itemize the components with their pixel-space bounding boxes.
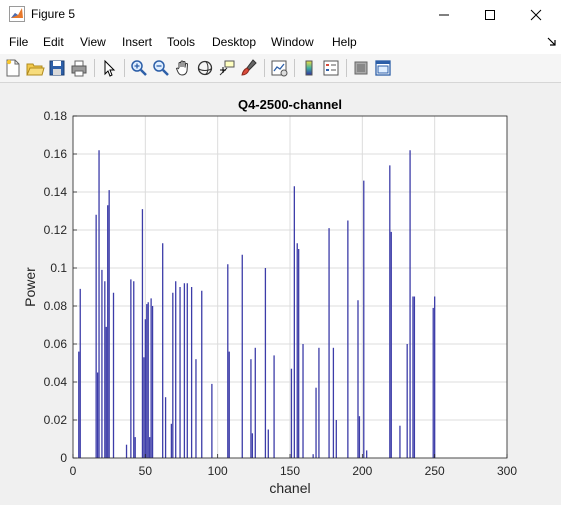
y-tick-label: 0.06 [44, 337, 68, 351]
y-tick-label: 0.14 [44, 185, 68, 199]
x-tick-label: 300 [497, 464, 517, 478]
bars [78, 150, 436, 458]
edit-plot-arrow-icon [104, 59, 116, 77]
maximize-icon [485, 9, 495, 20]
rotate-3d-icon [197, 60, 213, 76]
maximize-button[interactable] [467, 0, 513, 29]
close-icon [530, 9, 542, 20]
y-tick-label: 0.02 [44, 413, 68, 427]
dock-figure-icon[interactable] [547, 37, 557, 47]
show-plot-tools-icon [375, 60, 391, 76]
y-tick-label: 0.16 [44, 147, 68, 161]
print-icon [71, 60, 87, 77]
hide-plot-tools-button[interactable] [351, 58, 371, 78]
menu-bar: File Edit View Insert Tools Desktop Wind… [0, 29, 561, 54]
legend-button[interactable] [321, 58, 341, 78]
y-tick-label: 0 [60, 451, 67, 465]
print-button[interactable] [69, 58, 89, 78]
close-button[interactable] [513, 0, 559, 29]
menu-help[interactable]: Help [332, 35, 357, 49]
x-tick-label: 50 [139, 464, 153, 478]
rotate-3d-button[interactable] [195, 58, 215, 78]
y-tick-label: 0.18 [44, 109, 68, 123]
pan-hand-button[interactable] [173, 58, 193, 78]
zoom-in-icon [131, 60, 147, 76]
menu-edit[interactable]: Edit [43, 35, 64, 49]
menu-view[interactable]: View [80, 35, 106, 49]
toolbar-separator [264, 59, 265, 77]
zoom-out-icon [153, 60, 169, 76]
brush-icon [241, 59, 257, 76]
y-tick-label: 0.1 [50, 261, 67, 275]
menu-window[interactable]: Window [271, 35, 314, 49]
chart-title: Q4-2500-channel [238, 97, 342, 112]
x-tick-label: 200 [352, 464, 372, 478]
data-cursor-icon [219, 60, 235, 76]
toolbar-separator [294, 59, 295, 77]
link-plot-button[interactable] [269, 58, 289, 78]
zoom-in-button[interactable] [129, 58, 149, 78]
edit-plot-arrow-button[interactable] [99, 58, 119, 78]
new-figure-icon [6, 59, 20, 77]
y-tick-label: 0.04 [44, 375, 68, 389]
window-titlebar: Figure 5 [0, 0, 561, 29]
toolbar-separator [94, 59, 95, 77]
brush-button[interactable] [239, 58, 259, 78]
zoom-out-button[interactable] [151, 58, 171, 78]
y-tick-label: 0.12 [44, 223, 68, 237]
figure-toolbar [0, 54, 561, 83]
minimize-button[interactable] [421, 0, 467, 29]
colorbar-icon [305, 60, 313, 76]
bar-chart: 0 50 100 150 200 250 300 0 0.02 0.04 0.06 0.08 0.1 0.… [22, 97, 518, 496]
legend-icon [323, 60, 339, 76]
x-axis-label: chanel [269, 480, 310, 496]
window-title: Figure 5 [31, 7, 76, 21]
menu-insert[interactable]: Insert [122, 35, 153, 49]
y-axis-label: Power [22, 267, 38, 307]
data-cursor-button[interactable] [217, 58, 237, 78]
open-file-icon [26, 63, 45, 76]
save-icon [49, 60, 65, 76]
x-tick-label: 0 [70, 464, 77, 478]
menu-desktop[interactable]: Desktop [212, 35, 257, 49]
toolbar-separator [124, 59, 125, 77]
show-plot-tools-button[interactable] [373, 58, 393, 78]
x-tick-label: 250 [425, 464, 445, 478]
x-tick-label: 100 [208, 464, 228, 478]
hide-plot-tools-icon [354, 61, 368, 75]
pan-hand-icon [175, 60, 189, 76]
minimize-icon [439, 14, 449, 15]
menu-tools[interactable]: Tools [167, 35, 196, 49]
matlab-icon [9, 6, 25, 22]
open-file-button[interactable] [25, 58, 45, 78]
menu-file[interactable]: File [9, 35, 29, 49]
link-plot-icon [271, 60, 288, 77]
ticks: 0 50 100 150 200 250 300 0 0.02 0.04 0.06 0.08 0.1 0.… [44, 109, 518, 478]
x-tick-label: 150 [280, 464, 300, 478]
save-button[interactable] [47, 58, 67, 78]
figure-canvas: 0 50 100 150 200 250 300 0 0.02 0.04 0.06 0.08 0.1 0.… [0, 83, 561, 505]
toolbar-separator [346, 59, 347, 77]
new-figure-button[interactable] [3, 58, 23, 78]
colorbar-button[interactable] [299, 58, 319, 78]
y-tick-label: 0.08 [44, 299, 68, 313]
